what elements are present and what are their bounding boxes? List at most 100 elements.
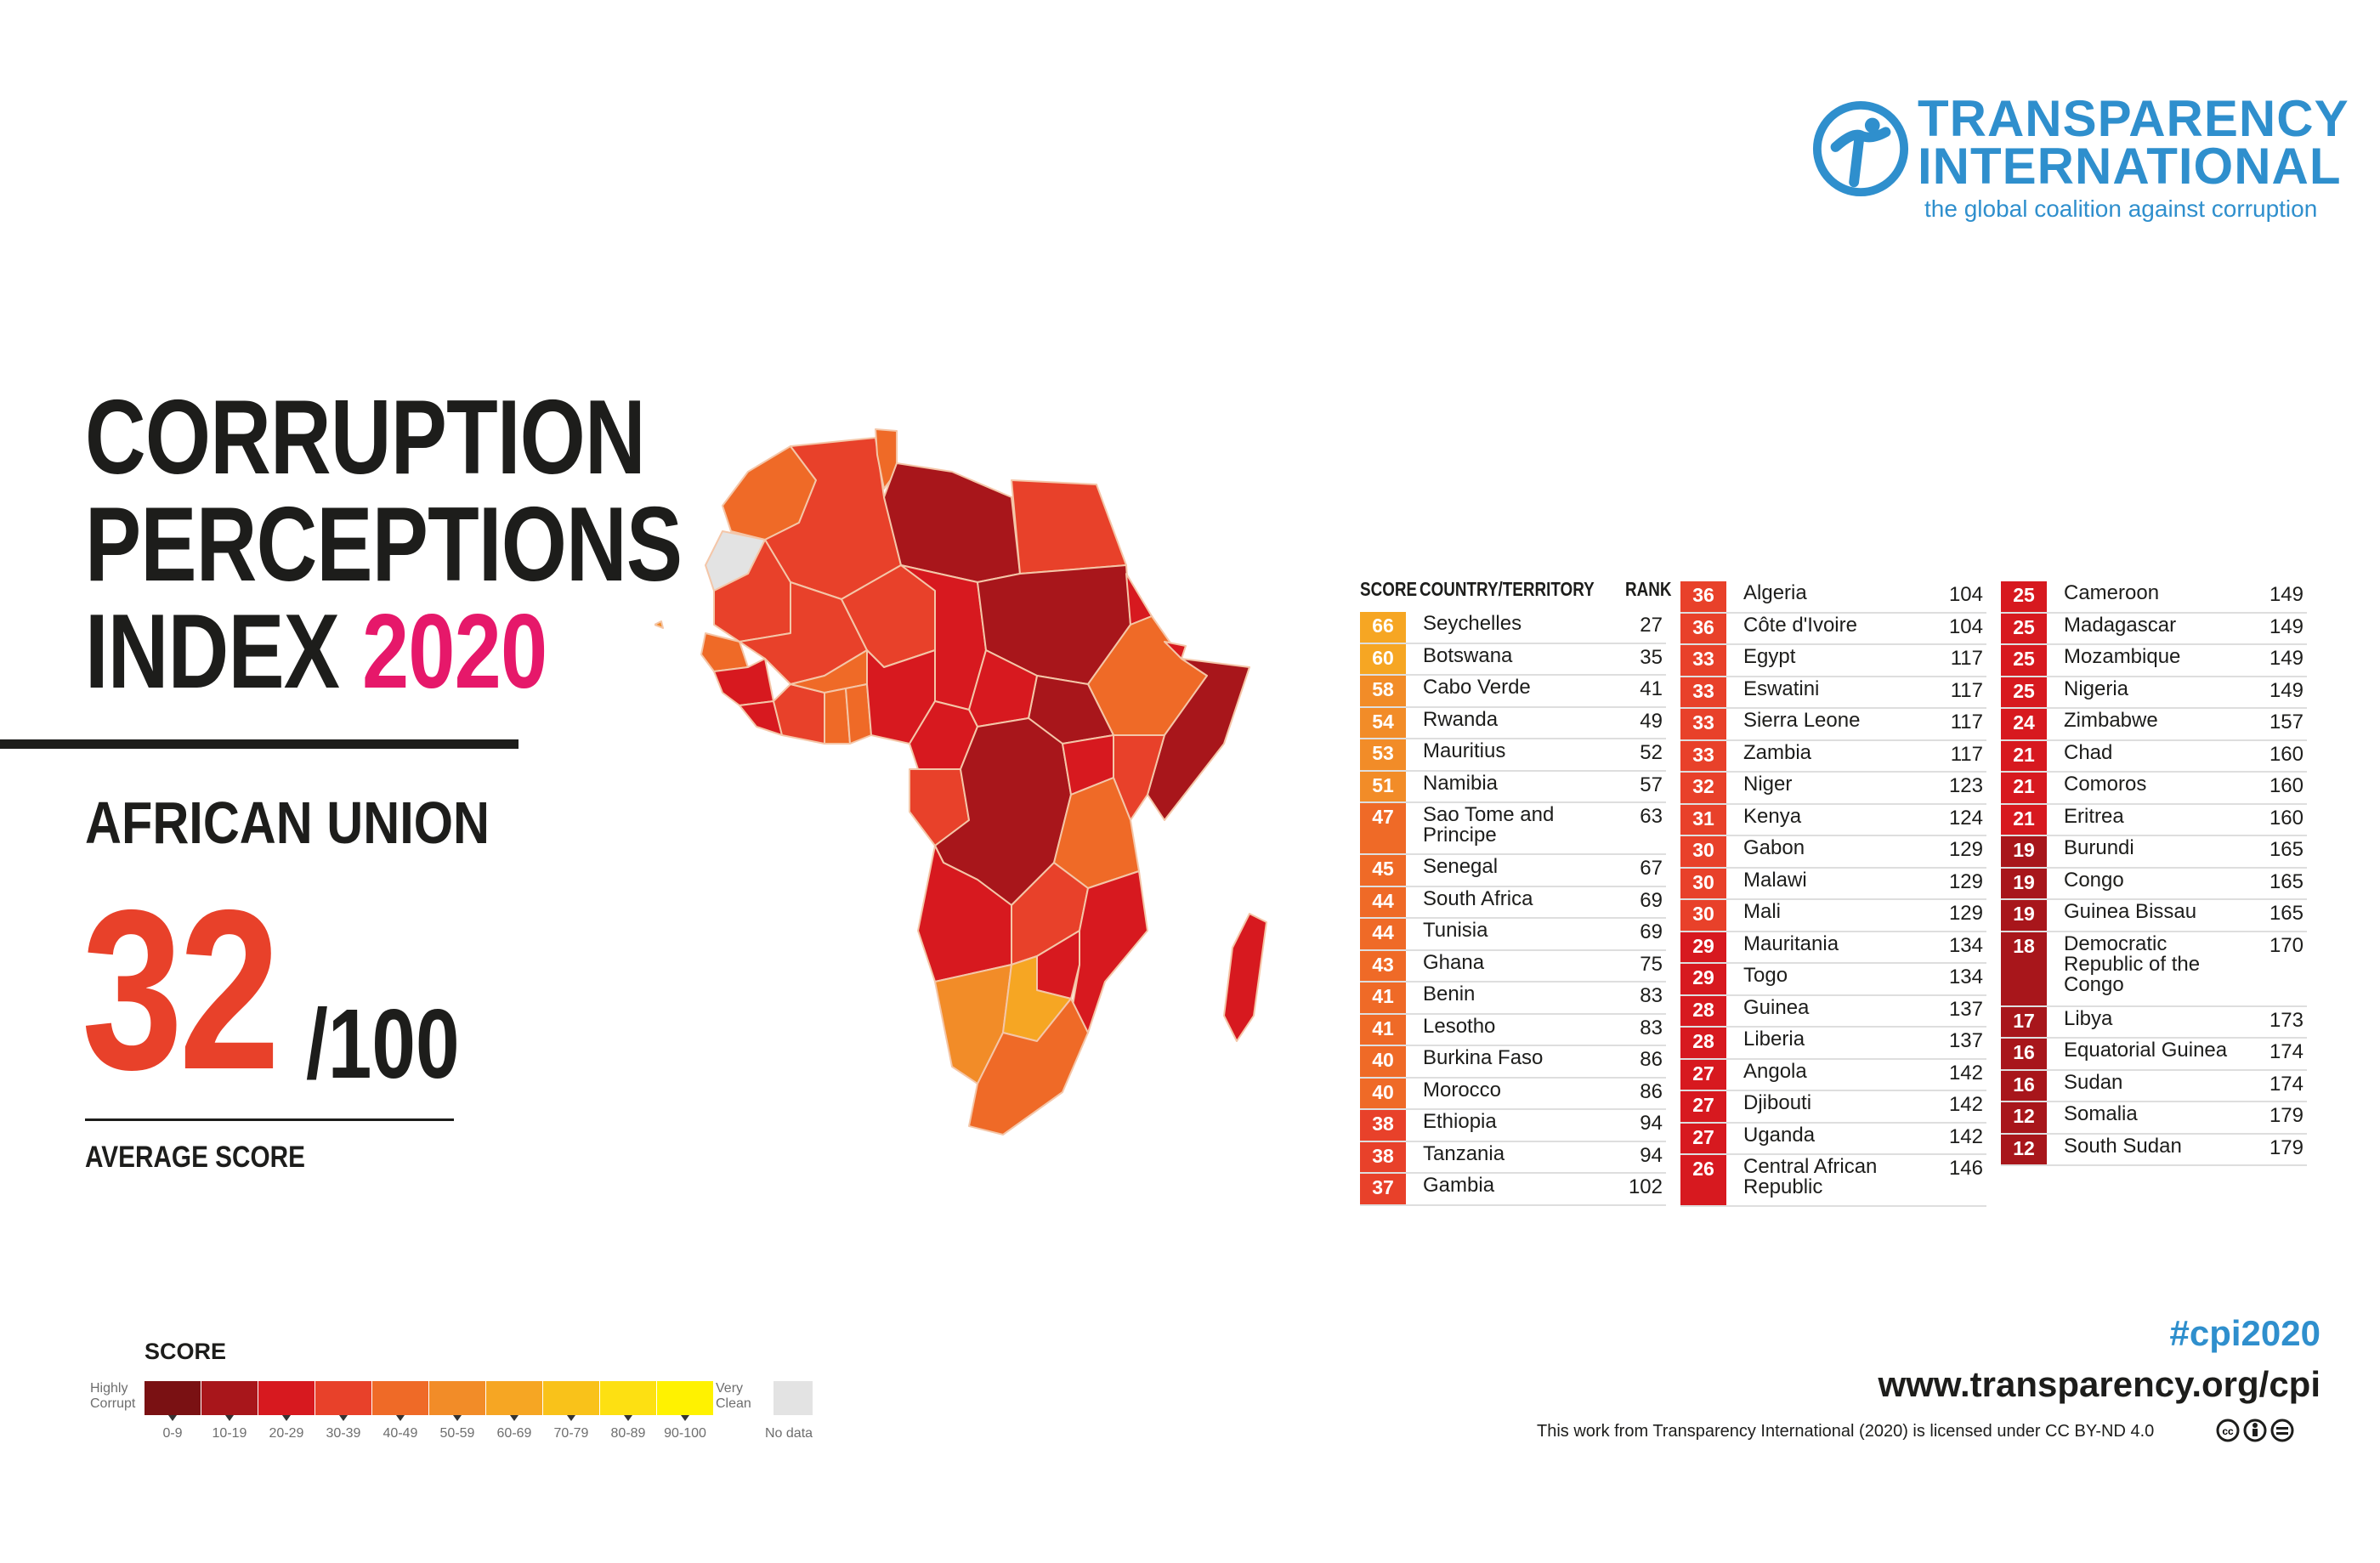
score-cell: 30 <box>1680 836 1726 867</box>
country-cell: Gabon <box>1743 836 1805 859</box>
rank-cell: 67 <box>1640 857 1663 880</box>
rank-cell: 117 <box>1950 711 1983 733</box>
map-somalia[interactable] <box>1147 658 1250 821</box>
map-madagascar[interactable] <box>1223 913 1267 1042</box>
legend-swatch <box>372 1381 428 1415</box>
country-cell: Mali <box>1743 900 1782 923</box>
map-djibouti[interactable] <box>1164 641 1187 660</box>
score-cell: 33 <box>1680 740 1726 771</box>
map-nigeria[interactable] <box>866 649 936 745</box>
country-cell: Guinea Bissau <box>2064 900 2197 923</box>
rank-cell: 142 <box>1948 1124 1983 1148</box>
table-row: 44 Tunisia 69 <box>1360 919 1666 951</box>
hashtag[interactable]: #cpi2020 <box>2169 1313 2320 1353</box>
map-egypt[interactable] <box>1011 479 1127 575</box>
country-cell: Guinea <box>1743 995 1810 1019</box>
score-divider <box>85 1118 454 1121</box>
score-cell: 24 <box>2001 709 2047 739</box>
legend-tick-label: 70-79 <box>553 1426 589 1441</box>
legend-tick-marker <box>567 1415 575 1421</box>
table-row: 37 Gambia 102 <box>1360 1174 1666 1206</box>
rank-cell: 129 <box>1948 838 1983 861</box>
table-row: 38 Ethiopia 94 <box>1360 1110 1666 1142</box>
legend-tick-marker <box>225 1415 234 1421</box>
website-link[interactable]: www.transparency.org/cpi <box>1878 1364 2320 1404</box>
rank-cell: 27 <box>1640 614 1663 637</box>
map-south-africa[interactable] <box>968 998 1089 1135</box>
table-row: 25 Madagascar 149 <box>2001 613 2307 645</box>
map-cote-divoire[interactable] <box>773 683 825 745</box>
score-cell: 33 <box>1680 677 1726 707</box>
score-cell: 54 <box>1360 707 1406 738</box>
score-cell: 16 <box>2001 1070 2047 1101</box>
country-cell: Equatorial Guinea <box>2064 1039 2228 1062</box>
logo-tagline: the global coalition against corruption <box>1924 195 2318 222</box>
score-cell: 38 <box>1360 1141 1406 1172</box>
africa-map <box>654 428 1267 1135</box>
country-cell: Mozambique <box>2064 645 2181 668</box>
rank-cell: 69 <box>1640 888 1663 912</box>
score-cell: 41 <box>1360 1014 1406 1045</box>
country-cell: Angola <box>1743 1059 1807 1083</box>
table-row: 12 Somalia 179 <box>2001 1102 2307 1135</box>
map-cabo-verde[interactable] <box>654 620 664 629</box>
table-row: 40 Morocco 86 <box>1360 1078 1666 1110</box>
table-row: 41 Lesotho 83 <box>1360 1014 1666 1046</box>
rank-cell: 174 <box>2269 1072 2304 1096</box>
score-cell: 66 <box>1360 612 1406 643</box>
score-cell: 27 <box>1680 1091 1726 1122</box>
header-country: COUNTRY/TERRITORY <box>1420 578 1595 600</box>
score-cell: 44 <box>1360 919 1406 949</box>
score-cell: 43 <box>1360 950 1406 981</box>
rank-cell: 134 <box>1948 933 1983 957</box>
map-kenya[interactable] <box>1113 734 1165 821</box>
score-table-rows-2: 36 Algeria 104 36 Côte d'Ivoire 104 33 Egypt 117… <box>1680 581 1986 1207</box>
legend-swatch <box>201 1381 258 1415</box>
country-cell: Côte d'Ivoire <box>1743 613 1857 637</box>
score-cell: 33 <box>1680 645 1726 676</box>
table-row: 27 Uganda 142 <box>1680 1123 1986 1155</box>
table-row: 32 Niger 123 <box>1680 773 1986 805</box>
ti-logo-name: TRANSPARENCY INTERNATIONAL <box>1918 93 2349 192</box>
rank-cell: 149 <box>2269 647 2304 670</box>
table-row: 21 Chad 160 <box>2001 740 2307 773</box>
country-cell: Zimbabwe <box>2064 709 2158 732</box>
legend-tick-label: 60-69 <box>496 1426 532 1441</box>
table-row: 28 Liberia 137 <box>1680 1028 1986 1060</box>
score-cell: 45 <box>1360 855 1406 886</box>
score-cell: 27 <box>1680 1059 1726 1090</box>
cc-license-icon: cc <box>2216 1419 2294 1442</box>
legend-swatch <box>258 1381 314 1415</box>
table-row: 66 Seychelles 27 <box>1360 612 1666 644</box>
rank-cell: 165 <box>2269 838 2304 861</box>
score-cell: 25 <box>2001 677 2047 707</box>
rank-cell: 174 <box>2269 1040 2304 1063</box>
country-cell: Nigeria <box>2064 677 2129 700</box>
table-row: 44 South Africa 69 <box>1360 886 1666 919</box>
rank-cell: 41 <box>1640 677 1663 700</box>
score-cell: 25 <box>2001 645 2047 676</box>
rank-cell: 160 <box>2269 806 2304 830</box>
score-cell: 19 <box>2001 900 2047 931</box>
rank-cell: 146 <box>1948 1157 1983 1180</box>
score-cell: 19 <box>2001 836 2047 867</box>
rank-cell: 142 <box>1948 1061 1983 1084</box>
country-cell: Algeria <box>1743 581 1807 604</box>
map-libya[interactable] <box>883 462 1021 583</box>
score-cell: 31 <box>1680 804 1726 835</box>
legend-swatch <box>144 1381 201 1415</box>
rank-cell: 117 <box>1950 647 1983 670</box>
legend-swatch <box>543 1381 599 1415</box>
country-cell: Ethiopia <box>1423 1110 1497 1133</box>
score-cell: 25 <box>2001 613 2047 643</box>
legend-tick-marker <box>282 1415 291 1421</box>
rank-cell: 117 <box>1950 678 1983 702</box>
table-row: 33 Sierra Leone 117 <box>1680 709 1986 741</box>
score-cell: 29 <box>1680 964 1726 994</box>
country-cell: Zambia <box>1743 740 1812 764</box>
table-row: 25 Nigeria 149 <box>2001 677 2307 709</box>
table-row: 16 Sudan 174 <box>2001 1070 2307 1102</box>
country-cell: Mauritania <box>1743 932 1839 955</box>
table-row: 27 Angola 142 <box>1680 1059 1986 1091</box>
country-cell: Togo <box>1743 964 1788 987</box>
